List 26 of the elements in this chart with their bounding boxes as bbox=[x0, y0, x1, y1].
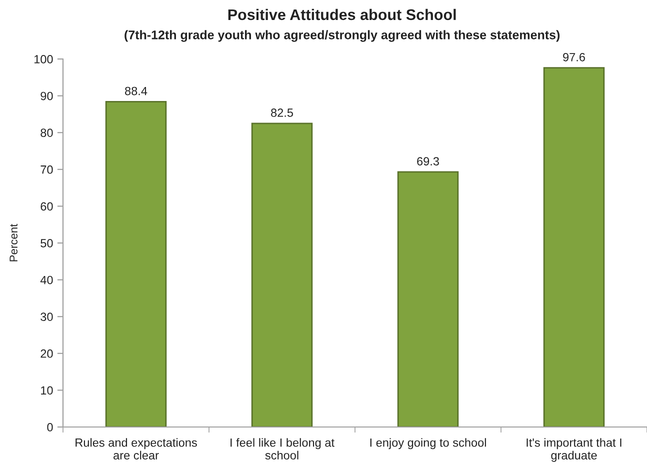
x-tick-label: Rules and expectations are clear bbox=[76, 438, 197, 460]
y-tick-label: 40 bbox=[40, 276, 53, 284]
data-label: 97.6 bbox=[563, 52, 585, 62]
chart-subtitle: (7th-12th grade youth who agreed/strongly agreed with these statements) bbox=[124, 30, 560, 42]
y-tick-label: 0 bbox=[47, 423, 53, 432]
y-tick-label: 20 bbox=[40, 349, 53, 358]
bar bbox=[397, 171, 459, 427]
y-tick-label: 70 bbox=[40, 165, 53, 174]
x-tick-label: I feel like I belong at school bbox=[230, 438, 334, 460]
bar bbox=[105, 100, 167, 427]
bar bbox=[543, 67, 605, 427]
y-axis-title: Percent bbox=[10, 224, 18, 262]
y-tick-label: 90 bbox=[40, 92, 53, 100]
y-tick-label: 30 bbox=[40, 312, 53, 321]
x-tick-label: It's important that I graduate bbox=[526, 438, 622, 462]
y-tick-label: 60 bbox=[40, 202, 53, 211]
bar bbox=[251, 122, 313, 427]
y-tick-label: 10 bbox=[41, 386, 53, 395]
chart-title: Positive Attitudes about School bbox=[228, 8, 456, 20]
y-tick-label: 80 bbox=[40, 128, 53, 137]
data-label: 88.4 bbox=[125, 86, 148, 96]
y-tick-label: 100 bbox=[34, 55, 53, 64]
x-tick-label: I enjoy going to school bbox=[370, 438, 486, 450]
y-tick-label: 50 bbox=[40, 239, 53, 248]
data-label: 69.3 bbox=[417, 157, 439, 166]
data-label: 82.5 bbox=[271, 108, 293, 117]
